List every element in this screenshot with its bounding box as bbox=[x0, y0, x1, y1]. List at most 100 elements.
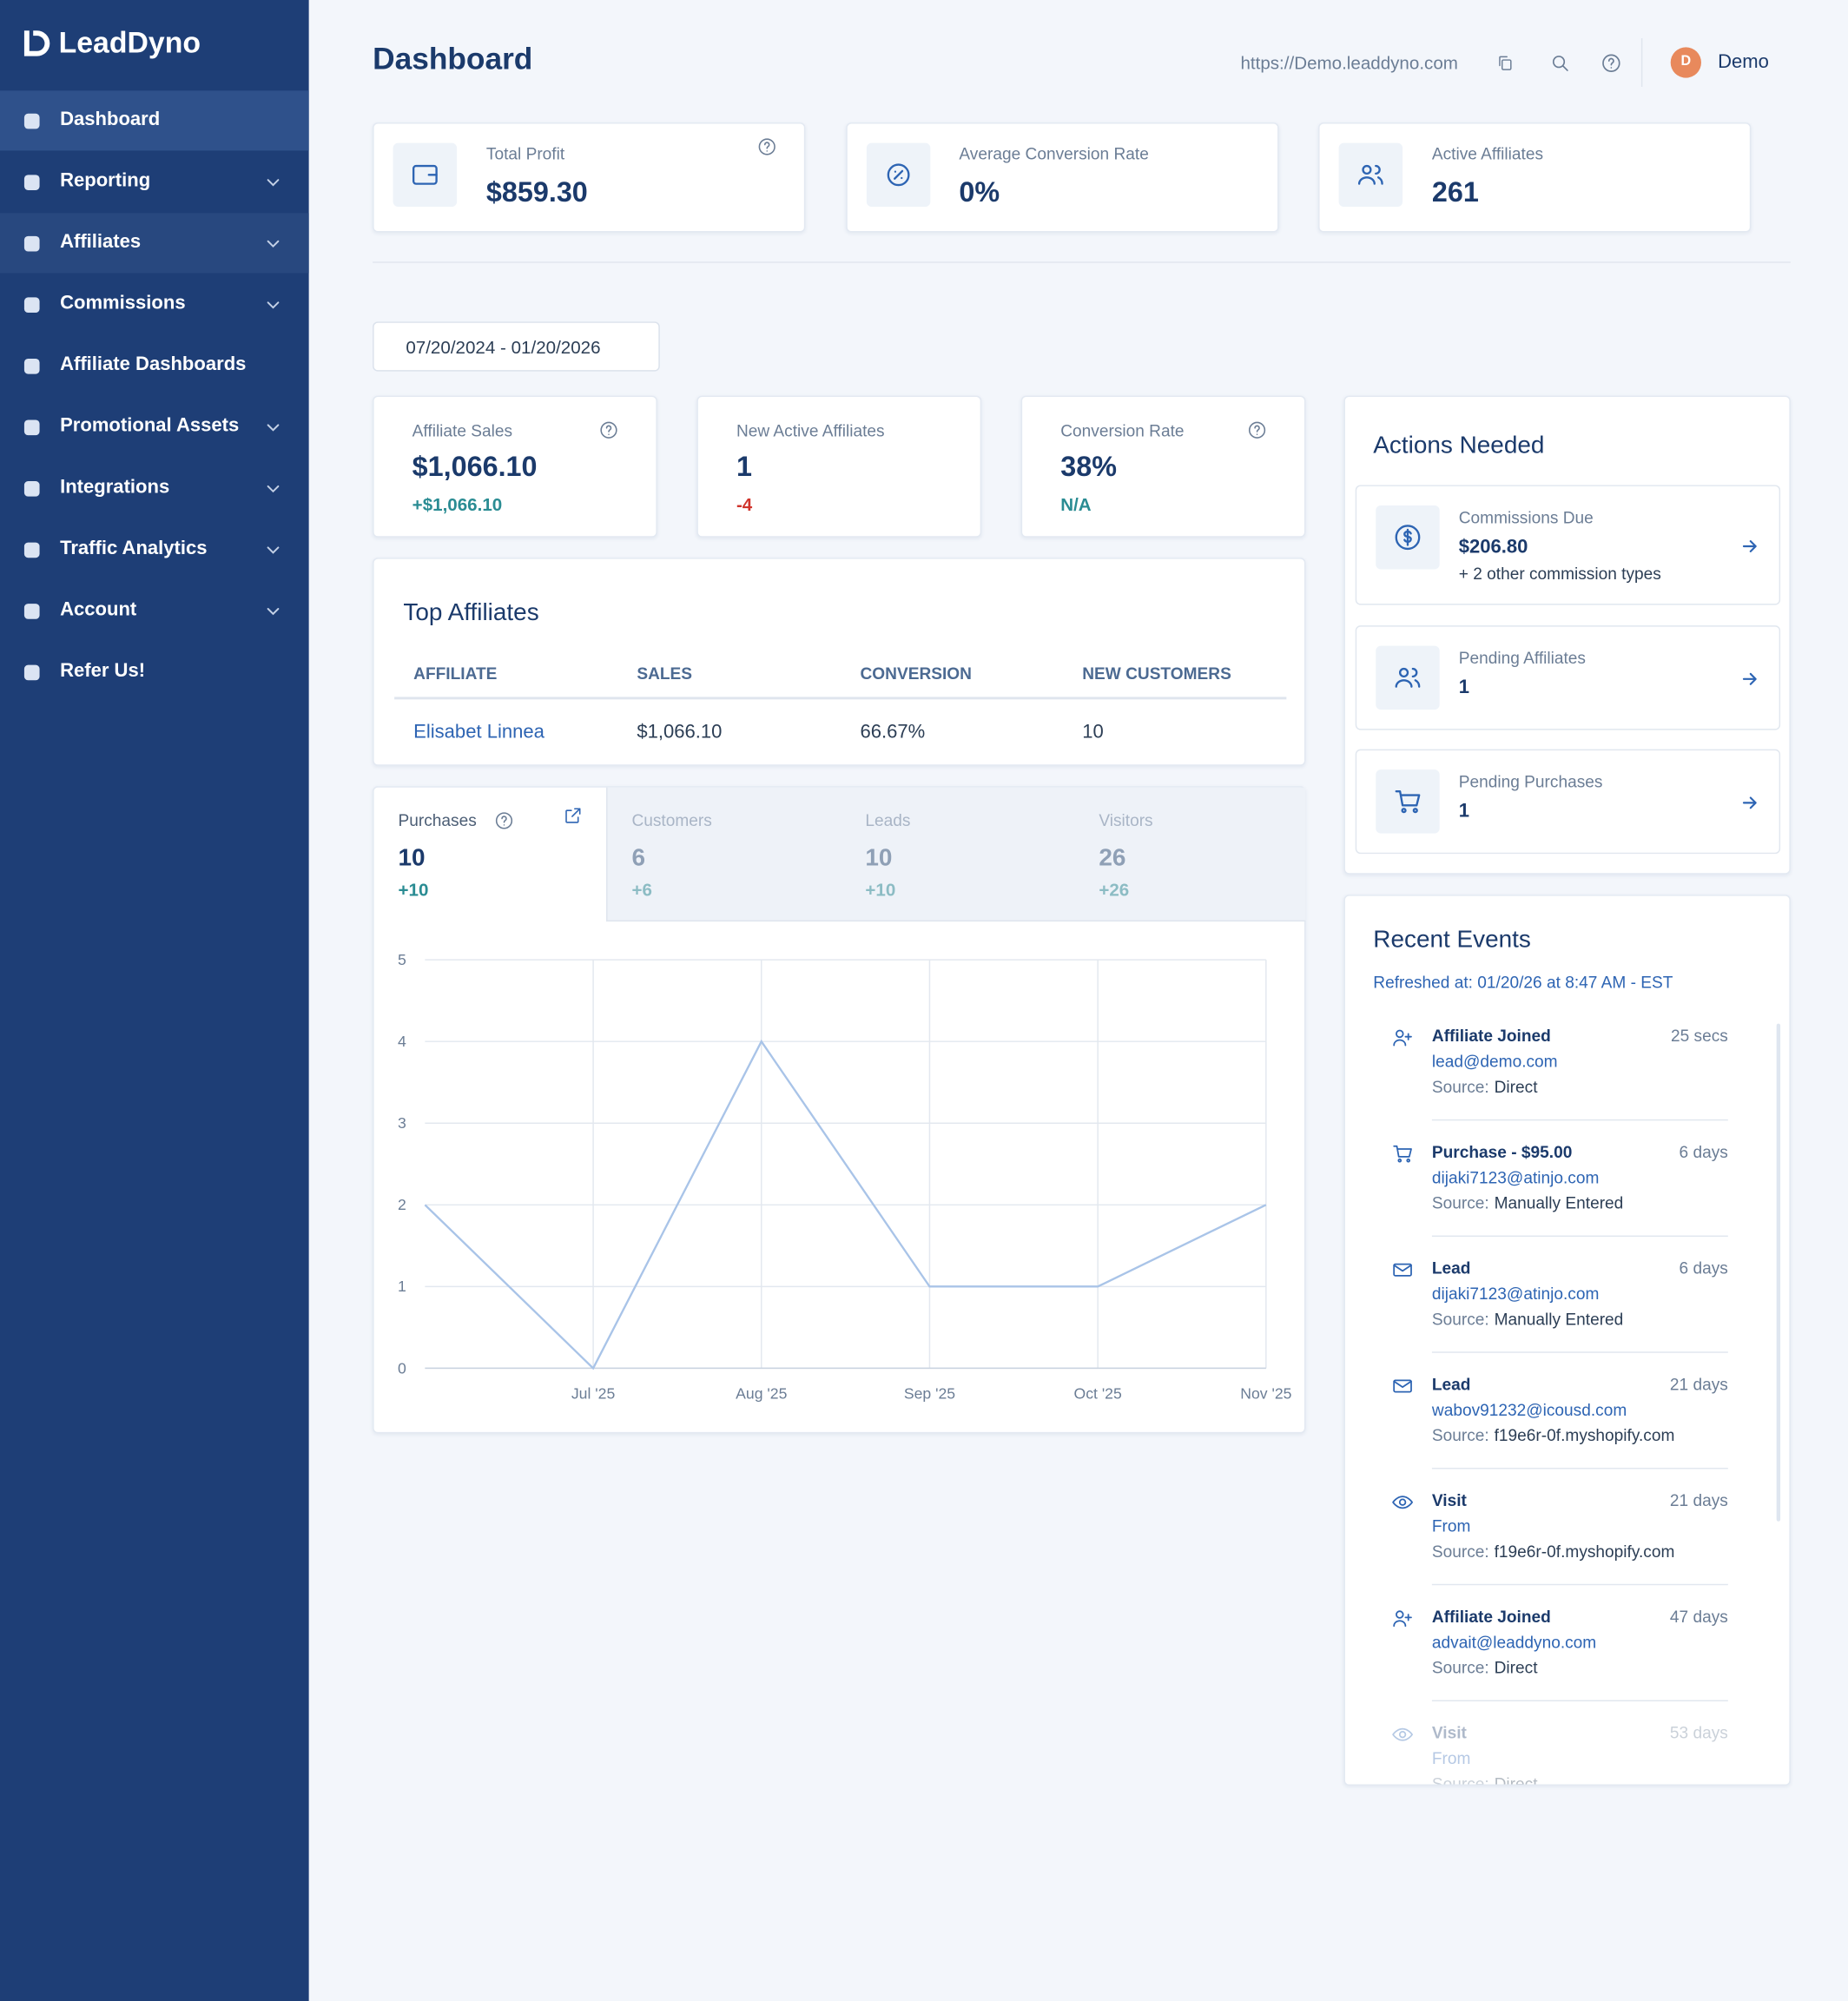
kpi-change: N/A bbox=[1060, 493, 1092, 514]
help-button[interactable] bbox=[1600, 52, 1622, 74]
site-url: https://Demo.leaddyno.com bbox=[1240, 51, 1458, 73]
action-icon bbox=[1395, 789, 1421, 814]
help-icon[interactable] bbox=[756, 136, 777, 157]
nav-label[interactable]: Traffic Analytics bbox=[60, 537, 208, 559]
summary-label: Total Profit bbox=[485, 144, 565, 164]
nav-label[interactable]: Reporting bbox=[60, 169, 151, 192]
action-item[interactable]: Pending Purchases 1 bbox=[1355, 749, 1781, 855]
nav-chevron bbox=[267, 546, 280, 554]
nav-chevron bbox=[267, 424, 280, 432]
copy-button[interactable] bbox=[1495, 54, 1515, 73]
nav-item[interactable] bbox=[0, 213, 309, 274]
kpi-value: 1 bbox=[736, 450, 752, 483]
event-title: Visit bbox=[1431, 1490, 1467, 1510]
event-detail: advait@leaddyno.com bbox=[1431, 1632, 1597, 1652]
kpi-card: Affiliate Sales $1,066.10 +$1,066.10 bbox=[373, 395, 657, 538]
column-header: AFFILIATE bbox=[413, 664, 498, 684]
nav-item[interactable] bbox=[0, 642, 309, 702]
nav-label[interactable]: Promotional Assets bbox=[60, 414, 240, 437]
event-separator bbox=[1431, 1119, 1728, 1121]
event-icon bbox=[1392, 1727, 1413, 1741]
nav-label[interactable]: Affiliate Dashboards bbox=[60, 353, 247, 376]
icon-box bbox=[393, 142, 458, 208]
event-item: Visit 21 days From Source: f19e6r-0f.myshopi… bbox=[1345, 1483, 1789, 1600]
tab-label[interactable]: Customers bbox=[631, 810, 712, 830]
avatar-initial: D bbox=[1680, 54, 1692, 69]
nav-chevron bbox=[267, 608, 280, 616]
action-icon bbox=[1395, 667, 1421, 688]
nav-label[interactable]: Affiliates bbox=[60, 230, 142, 253]
action-item[interactable]: Commissions Due $206.80 + 2 other commissi… bbox=[1355, 485, 1781, 605]
event-separator bbox=[1431, 1468, 1728, 1469]
event-time: 6 days bbox=[1679, 1258, 1728, 1278]
top-affiliates-card: Top Affiliates AFFILIATE SALES CONVERSION NE… bbox=[373, 558, 1306, 766]
column-header: SALES bbox=[637, 664, 693, 684]
section-title: Actions Needed bbox=[1373, 432, 1545, 459]
avatar[interactable]: D bbox=[1670, 47, 1701, 78]
summary-label: Active Affiliates bbox=[1431, 144, 1544, 164]
event-source-label: Source: bbox=[1431, 1193, 1489, 1213]
kpi-change: -4 bbox=[736, 493, 753, 514]
tab-value: 10 bbox=[865, 844, 893, 872]
nav-label[interactable]: Account bbox=[60, 598, 137, 621]
sidebar: LeadDyno Dashboard Reporting Affiliates Comm… bbox=[0, 0, 309, 2001]
kpi-change: +$1,066.10 bbox=[412, 493, 503, 514]
icon-box bbox=[1376, 769, 1440, 834]
tab-label[interactable]: Visitors bbox=[1099, 810, 1153, 830]
action-note: + 2 other commission types bbox=[1458, 564, 1661, 584]
action-label: Commissions Due bbox=[1458, 508, 1594, 528]
help-icon[interactable] bbox=[1247, 419, 1268, 440]
action-value: 1 bbox=[1458, 800, 1470, 822]
help-icon[interactable] bbox=[598, 419, 619, 440]
summary-card: Active Affiliates 261 bbox=[1318, 122, 1752, 233]
nav-label[interactable]: Integrations bbox=[60, 476, 170, 499]
action-item[interactable]: Pending Affiliates 1 bbox=[1355, 625, 1781, 730]
event-detail: dijaki7123@atinjo.com bbox=[1431, 1284, 1600, 1304]
summary-card: Total Profit $859.30 bbox=[373, 122, 806, 233]
tab-label[interactable]: Purchases bbox=[398, 810, 477, 830]
nav-label[interactable]: Refer Us! bbox=[60, 659, 146, 682]
event-detail: dijaki7123@atinjo.com bbox=[1431, 1167, 1600, 1188]
kpi-label: Affiliate Sales bbox=[412, 421, 513, 441]
user-name[interactable]: Demo bbox=[1718, 50, 1769, 73]
event-time: 47 days bbox=[1669, 1607, 1728, 1627]
event-source-label: Source: bbox=[1431, 1658, 1489, 1678]
action-label: Pending Purchases bbox=[1458, 772, 1603, 792]
action-value: 1 bbox=[1458, 676, 1470, 698]
column-header: CONVERSION bbox=[860, 664, 972, 684]
event-detail: From bbox=[1431, 1516, 1471, 1536]
event-title: Lead bbox=[1431, 1375, 1471, 1395]
event-detail: From bbox=[1431, 1748, 1471, 1768]
event-title: Affiliate Joined bbox=[1431, 1026, 1551, 1046]
tab-label[interactable]: Leads bbox=[865, 810, 911, 830]
nav-item[interactable] bbox=[0, 90, 309, 151]
nav-chevron bbox=[267, 301, 280, 309]
divider bbox=[1640, 38, 1643, 87]
date-range[interactable]: 07/20/2024 - 01/20/2026 bbox=[373, 321, 660, 372]
event-source: f19e6r-0f.myshopify.com bbox=[1494, 1542, 1675, 1562]
section-title: Recent Events bbox=[1373, 926, 1531, 954]
summary-label: Average Conversion Rate bbox=[959, 144, 1149, 164]
nav-label[interactable]: Dashboard bbox=[60, 108, 161, 130]
action-arrow bbox=[1742, 672, 1757, 685]
nav-icon bbox=[23, 175, 40, 190]
kpi-value: $1,066.10 bbox=[412, 450, 538, 483]
kpi-card: New Active Affiliates 1 -4 bbox=[696, 395, 982, 538]
event-source: Manually Entered bbox=[1494, 1193, 1624, 1213]
nav-chevron bbox=[267, 485, 280, 493]
nav-icon bbox=[23, 113, 40, 129]
tab-change: +6 bbox=[631, 878, 652, 900]
column-header: NEW CUSTOMERS bbox=[1082, 664, 1231, 684]
nav-label[interactable]: Commissions bbox=[60, 292, 186, 314]
help-icon[interactable] bbox=[494, 810, 515, 831]
event-separator bbox=[1431, 1351, 1728, 1353]
affiliate-link[interactable]: Elisabet Linnea bbox=[413, 721, 544, 743]
event-title: Purchase - $95.00 bbox=[1431, 1142, 1573, 1162]
open-report[interactable] bbox=[563, 805, 584, 826]
event-time: 53 days bbox=[1669, 1723, 1728, 1743]
event-icon bbox=[1393, 1029, 1412, 1047]
search-button[interactable] bbox=[1549, 52, 1571, 74]
actions-card: Actions Needed Commissions Due $206.80 + 2 … bbox=[1343, 395, 1791, 875]
event-time: 21 days bbox=[1669, 1375, 1728, 1395]
